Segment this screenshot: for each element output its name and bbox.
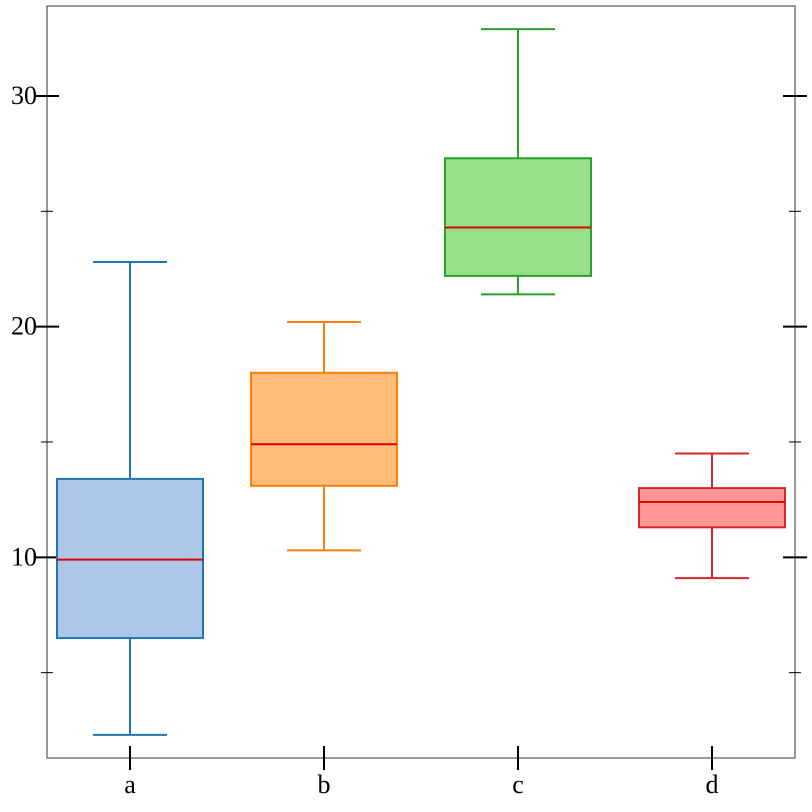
x-tick-label-d: d [706,770,719,799]
y-tick-label-10: 10 [11,542,37,571]
y-tick-label-20: 20 [11,312,37,341]
y-tick-label-30: 30 [11,81,37,110]
box-c [444,157,592,277]
plot-frame [46,5,796,759]
x-tick-label-b: b [318,770,331,799]
box-b [250,371,398,487]
x-tick-label-a: a [124,770,136,799]
box-a [56,477,204,640]
plot-area: 10 20 30 a b c d [11,5,807,799]
x-tick-label-c: c [512,770,524,799]
box-d [638,487,786,529]
